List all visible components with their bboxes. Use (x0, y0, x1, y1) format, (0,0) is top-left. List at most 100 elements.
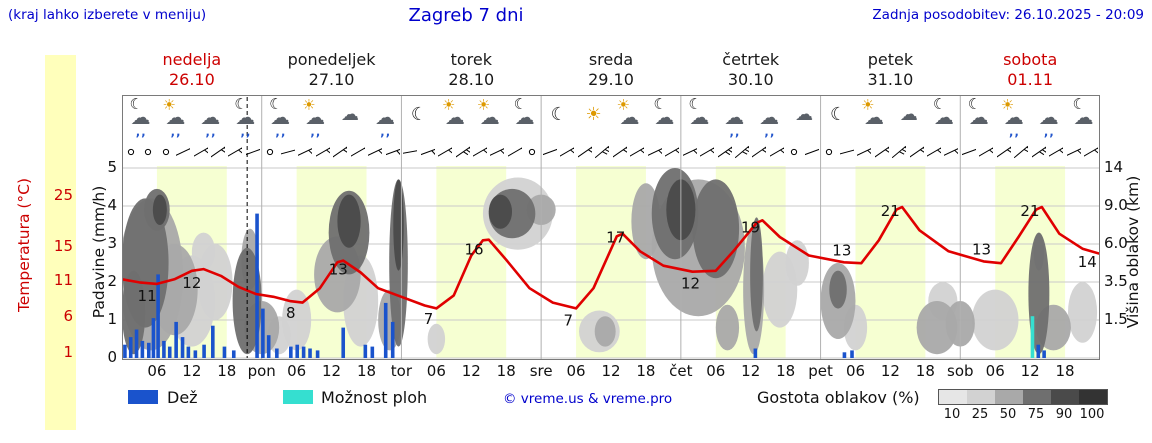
day-wind-sreda (541, 139, 681, 165)
wind-barb-icon (647, 147, 662, 157)
hour-tick: 12 (322, 362, 342, 380)
cloud-scale-segment (1023, 390, 1051, 404)
wind-barb-icon (682, 147, 697, 157)
day-wind-četrtek (681, 139, 821, 165)
day-abbrev: čet (669, 362, 693, 380)
rain-legend-label: Dež (167, 388, 198, 407)
cloud-density-legend-label: Gostota oblakov (%) (757, 388, 920, 407)
day-icons-četrtek: ☾ ☁ ☁ ‚‚ ☁ ‚‚ ☁ (681, 96, 821, 140)
cloud-height-axis-tick: 14 (1104, 158, 1124, 176)
wind-barb-icon (280, 149, 295, 155)
day-wind-ponedeljek (262, 139, 402, 165)
wind-barb-icon (1014, 145, 1029, 159)
wind-barb-icon (857, 147, 872, 157)
wind-barb-row (122, 139, 1100, 165)
hour-tick: 06 (426, 362, 446, 380)
svg-text:7: 7 (424, 310, 434, 328)
wind-barb-icon (700, 147, 715, 157)
day-abbrev: tor (390, 362, 413, 380)
wind-barb-icon (630, 147, 645, 157)
copyright-link[interactable]: © vreme.us & vreme.pro (503, 391, 673, 407)
wind-barb-icon (962, 148, 977, 156)
temperature-axis-tick: 11 (53, 271, 73, 289)
temperature-curve (122, 205, 1100, 310)
temperature-axis-label: Temperatura (°C) (15, 177, 33, 313)
hour-tick: 12 (601, 362, 621, 380)
day-separators (261, 95, 961, 360)
day-header-četrtek: četrtek 30.10 (681, 50, 821, 94)
moon-cloud-icon: ☾ ☁ (653, 95, 675, 129)
wind-barb-icon (909, 146, 924, 158)
svg-text:8: 8 (286, 304, 296, 322)
hour-tick: 12 (1020, 362, 1040, 380)
wind-barb-icon (193, 147, 208, 157)
wind-barb-icon (804, 148, 819, 156)
wind-barb-icon (595, 145, 610, 159)
sun-cloud-rain-icon: ☀ ☁ ‚‚ (1000, 96, 1024, 139)
wind-barb-icon (438, 147, 453, 157)
cloud-scale-segment (995, 390, 1023, 404)
forecast-chart: 11 12 8 13 7 16 7 17 12 19 13 21 13 21 14 (122, 95, 1100, 360)
wind-barb-icon (403, 149, 418, 156)
wind-barb-icon (333, 146, 348, 158)
hour-tick: 18 (636, 362, 656, 380)
cloud-scale-segment (939, 390, 967, 404)
day-wind-petek (821, 139, 961, 165)
cloud-scale-number: 25 (971, 407, 989, 422)
wind-barb-icon (874, 146, 889, 158)
calm-wind-icon (826, 148, 833, 156)
cloud-scale-number: 75 (1027, 407, 1045, 422)
wind-barb-icon (542, 148, 557, 156)
cloud-height-axis-tick: 3.5 (1104, 272, 1128, 290)
day-icons-nedelja: ☾ ☁ ‚‚ ☀ ☁ ‚‚ ☁ ‚‚ ☾ ☁ ‚‚ (122, 96, 262, 140)
day-date: 27.10 (308, 70, 355, 89)
temperature-axis-strip (45, 55, 76, 430)
svg-text:13: 13 (972, 240, 991, 258)
rain-bars (123, 213, 1046, 358)
day-header-sobota: sobota 01.11 (960, 50, 1100, 94)
hour-tick: 18 (356, 362, 377, 380)
moon-cloud-rain-icon: ☾ ☁ ‚‚ (129, 95, 151, 139)
cloud-rain-icon: ☁ ‚‚ (374, 105, 395, 139)
cloud-scale-number: 10 (943, 407, 961, 422)
svg-text:16: 16 (464, 240, 483, 258)
wind-barb-icon (996, 146, 1011, 158)
cloud-scale-number: 90 (1055, 407, 1073, 422)
shower-bars (1030, 316, 1035, 358)
moon-cloud-icon: ☾ ☁ (513, 95, 535, 129)
cloud-height-axis-tick: 9.0 (1104, 196, 1128, 214)
location-menu-hint: (kraj lahko izberete v meniju) (8, 7, 207, 23)
svg-text:13: 13 (832, 241, 851, 259)
day-icons-petek: ☾ ☀ ☁ ☁ ☾ ☁ (821, 96, 961, 140)
wind-barb-icon (839, 149, 854, 155)
wind-barb-icon (350, 147, 365, 157)
wind-barb-icon (472, 147, 487, 157)
svg-text:11: 11 (138, 287, 157, 305)
day-header-sreda: sreda 29.10 (541, 50, 681, 94)
day-name: četrtek (722, 50, 780, 69)
moon-cloud-icon: ☾ ☁ (688, 95, 710, 129)
day-wind-nedelja (122, 139, 262, 165)
temperature-axis-tick: 15 (53, 237, 73, 255)
hour-tick: 18 (776, 362, 796, 380)
day-date: 30.10 (727, 70, 774, 89)
wind-barb-icon (385, 148, 400, 156)
day-name: sreda (588, 50, 634, 69)
wind-barb-icon (210, 146, 225, 158)
cloud-icon: ☁ (899, 104, 918, 125)
hour-tick: 06 (985, 362, 1005, 380)
wind-barb-icon (490, 147, 505, 157)
day-header-torek: torek 28.10 (401, 50, 541, 94)
sun-cloud-icon: ☀ ☁ (860, 96, 884, 129)
hour-tick: 12 (741, 362, 761, 380)
wind-barb-icon (455, 146, 470, 158)
svg-text:7: 7 (563, 311, 573, 329)
hour-tick: 06 (287, 362, 307, 380)
precip-axis-tick: 4 (107, 196, 117, 214)
shower-legend-swatch (283, 390, 313, 404)
day-icons-torek: ☾ ☀ ☁ ☀ ☁ ☾ ☁ (401, 96, 541, 140)
shower-legend-label: Možnost ploh (321, 388, 428, 407)
wind-barb-icon (927, 147, 942, 157)
hour-tick: 12 (880, 362, 900, 380)
